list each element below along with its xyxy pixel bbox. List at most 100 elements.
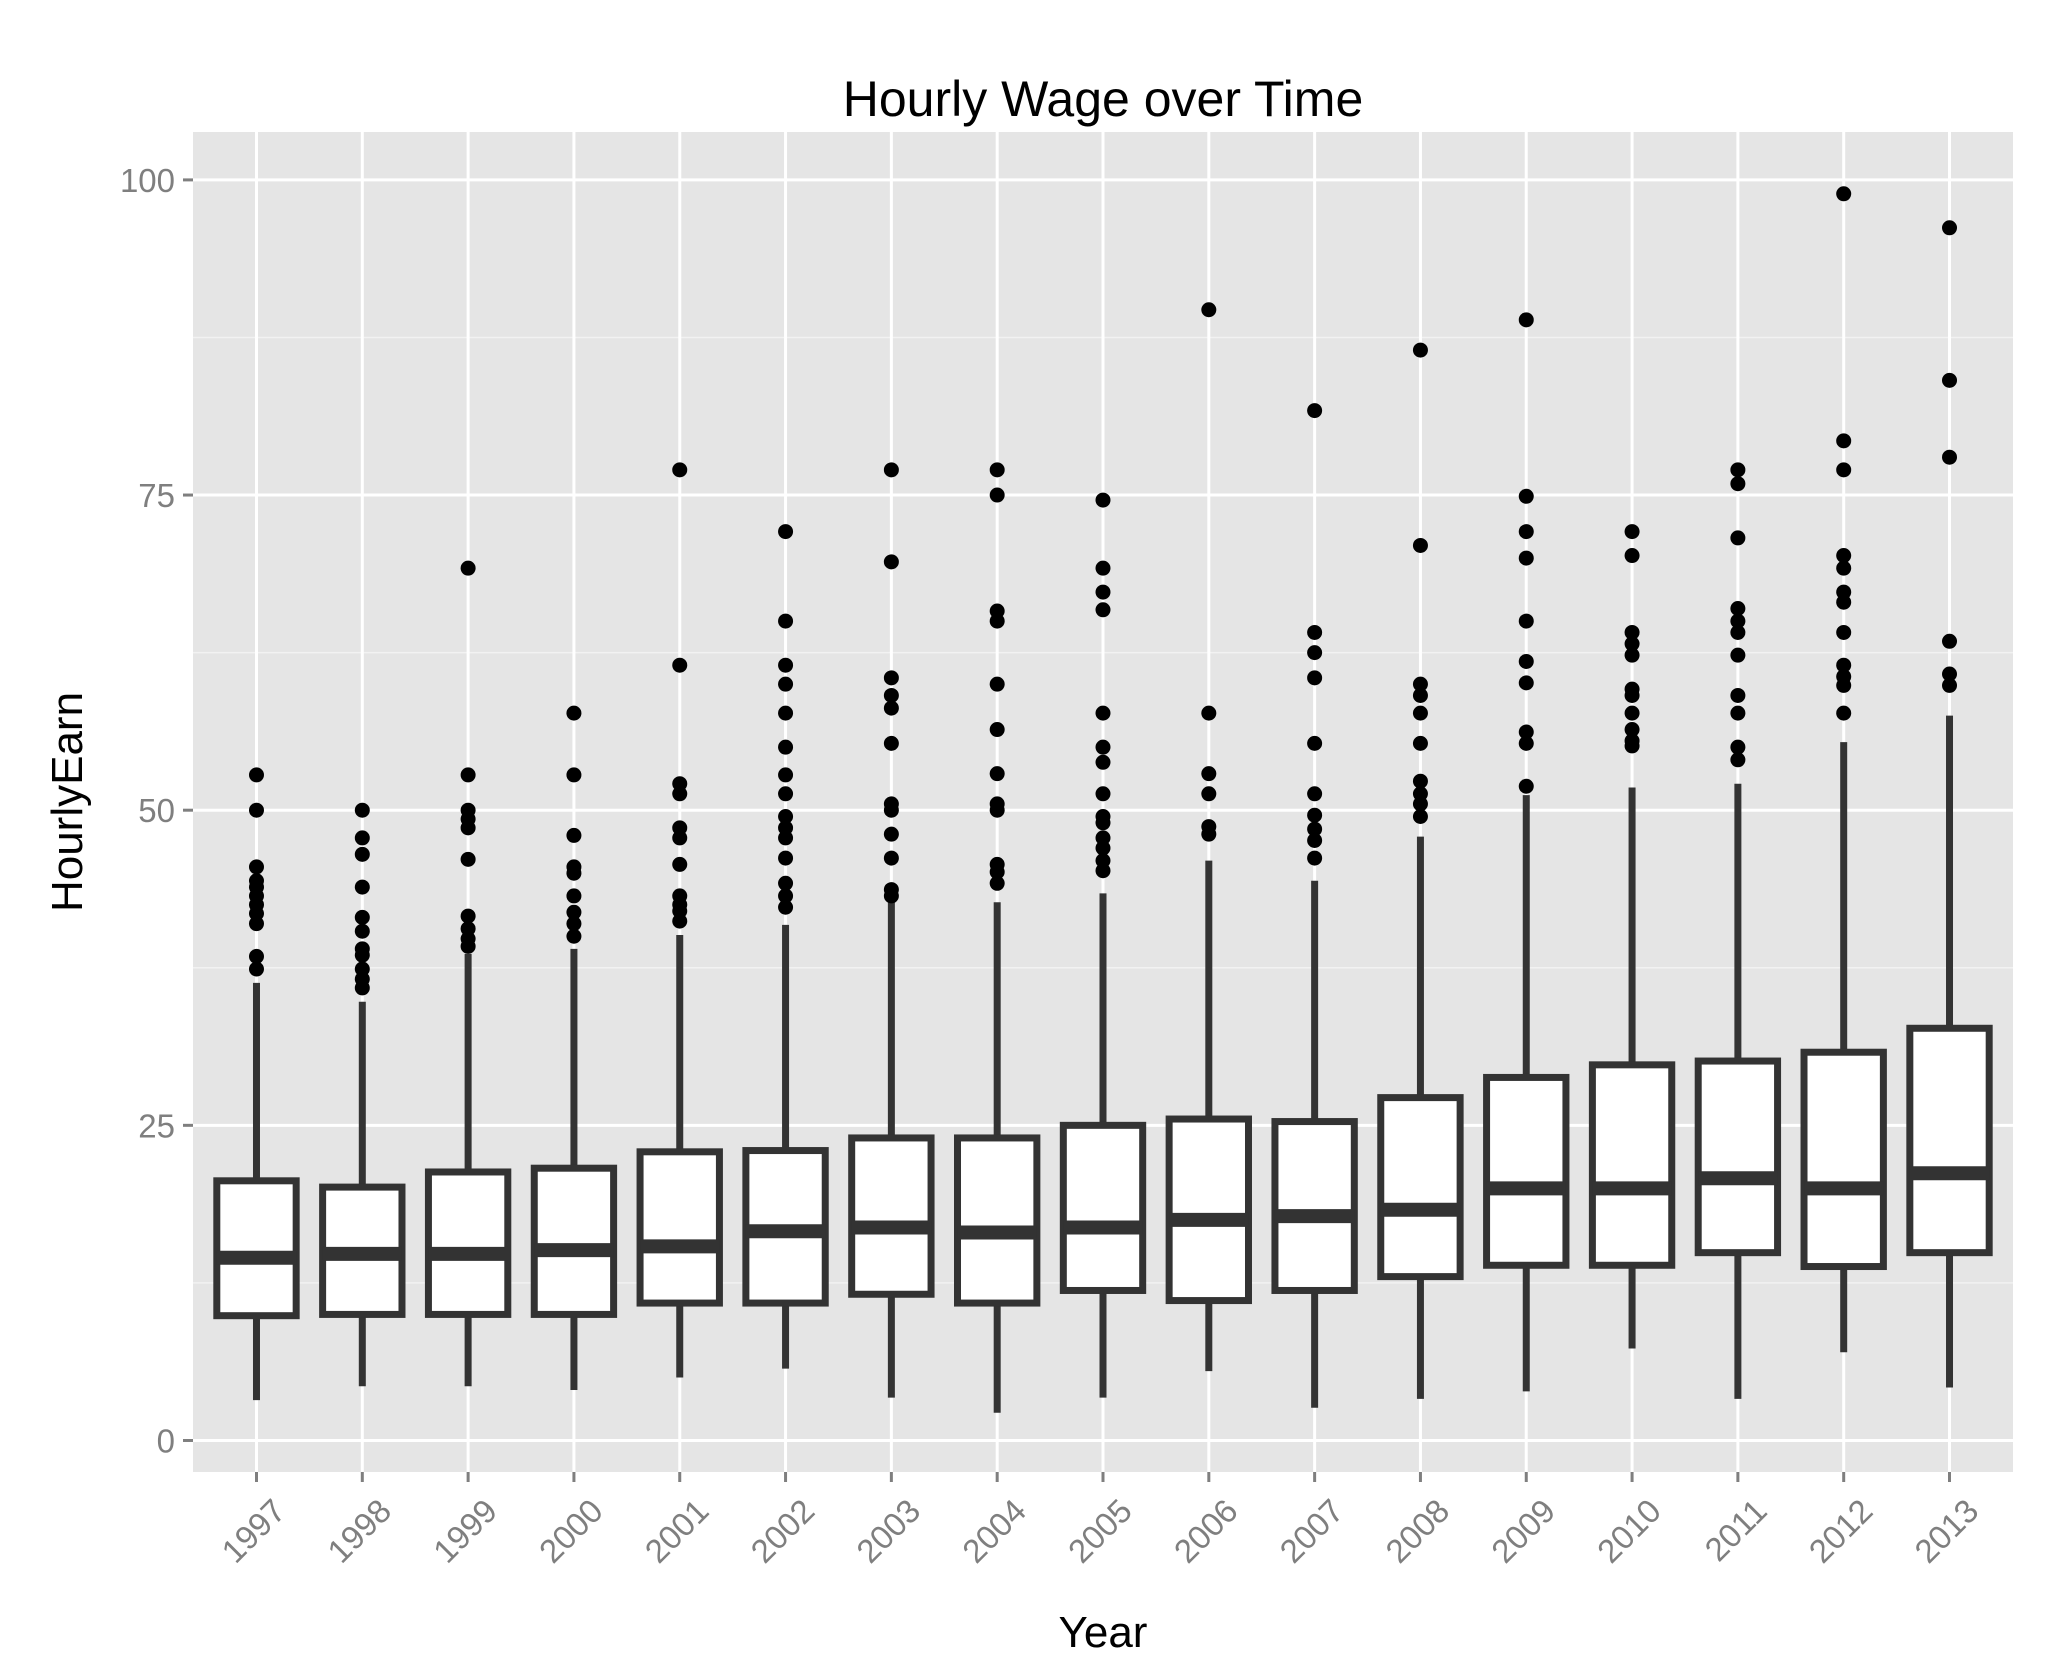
outlier-point [1624, 722, 1640, 738]
x-tick-label: 2007 [1272, 1492, 1350, 1570]
outlier-point [1518, 613, 1534, 629]
outlier-point [1095, 786, 1111, 802]
outlier-point [1942, 633, 1958, 649]
outlier-point [778, 676, 794, 692]
box-iqr [1588, 1061, 1676, 1269]
box-2003 [848, 462, 935, 1398]
outlier-point [1730, 462, 1746, 478]
outlier-point [1095, 560, 1111, 576]
x-tick-label: 2004 [955, 1492, 1033, 1570]
outlier-point [566, 827, 582, 843]
outlier-point [883, 735, 899, 751]
outlier-point [566, 767, 582, 783]
outlier-point [989, 676, 1005, 692]
x-tick-label: 2002 [743, 1492, 821, 1570]
outlier-point [883, 826, 899, 842]
outlier-point [778, 524, 794, 540]
outlier-point [883, 687, 899, 703]
outlier-point [566, 916, 582, 932]
outlier-point [1518, 312, 1534, 328]
outlier-point [989, 856, 1005, 872]
outlier-point [1095, 492, 1111, 508]
box-iqr [530, 1164, 618, 1318]
outlier-point [1518, 488, 1534, 504]
outlier-point [1307, 670, 1323, 686]
outlier-point [1624, 524, 1640, 540]
box-1999 [424, 560, 512, 1387]
outlier-point [1836, 584, 1852, 600]
box-2011 [1694, 462, 1782, 1399]
outlier-point [883, 700, 899, 716]
x-tick-label: 1999 [426, 1492, 504, 1570]
outlier-point [778, 888, 794, 904]
outlier-point [1836, 548, 1852, 564]
outlier-point [1836, 186, 1852, 202]
outlier-point [566, 888, 582, 904]
outlier-point [1730, 687, 1746, 703]
outlier-point [1095, 808, 1111, 824]
box-iqr [1694, 1057, 1782, 1257]
outlier-point [1518, 778, 1534, 794]
outlier-point [778, 820, 794, 836]
y-tick-label: 100 [120, 162, 175, 199]
outlier-point [1836, 462, 1852, 478]
outlier-point [1307, 624, 1323, 640]
outlier-point [1836, 624, 1852, 640]
outlier-point [1412, 735, 1428, 751]
outlier-point [1730, 739, 1746, 755]
x-tick-label: 2012 [1802, 1492, 1880, 1570]
x-tick-label: 2006 [1167, 1492, 1245, 1570]
outlier-point [1307, 850, 1323, 866]
chart-title: Hourly Wage over Time [843, 71, 1364, 127]
outlier-point [1730, 752, 1746, 768]
outlier-point [460, 851, 476, 867]
outlier-point [778, 875, 794, 891]
box-2012 [1800, 186, 1887, 1353]
outlier-point [248, 961, 264, 977]
outlier-point [1307, 735, 1323, 751]
box-2005 [1059, 492, 1147, 1398]
outlier-point [460, 767, 476, 783]
box-iqr [424, 1168, 512, 1318]
outlier-point [1412, 786, 1428, 802]
outlier-point [354, 846, 370, 862]
box-iqr [1377, 1094, 1464, 1281]
outlier-point [1942, 677, 1958, 693]
outlier-point [1624, 647, 1640, 663]
outlier-point [1730, 530, 1746, 546]
box-iqr [848, 1134, 935, 1298]
box-iqr [1059, 1121, 1147, 1294]
outlier-point [1836, 669, 1852, 685]
outlier-point [1412, 808, 1428, 824]
outlier-point [460, 908, 476, 924]
outlier-point [883, 850, 899, 866]
outlier-point [1624, 733, 1640, 749]
x-tick-label: 2003 [849, 1492, 927, 1570]
x-axis: 1997 1998 1999 2000 2001 2002 2003 2004 2005 2006… [214, 1472, 1985, 1570]
box-1998 [319, 802, 406, 1387]
outlier-point [1518, 550, 1534, 566]
outlier-point [1730, 647, 1746, 663]
box-2000 [530, 705, 618, 1391]
box-series [213, 186, 1993, 1413]
box-2004 [954, 462, 1041, 1413]
outlier-point [1307, 403, 1323, 419]
outlier-point [778, 657, 794, 673]
x-axis-title: Year [1059, 1608, 1148, 1657]
x-tick-label: 2008 [1378, 1492, 1456, 1570]
outlier-point [1307, 807, 1323, 823]
y-tick-label: 75 [138, 477, 175, 514]
outlier-point [354, 830, 370, 846]
outlier-point [1942, 666, 1958, 682]
outlier-point [1412, 537, 1428, 553]
box-2013 [1906, 220, 1993, 1388]
outlier-point [248, 948, 264, 964]
outlier-point [778, 613, 794, 629]
x-tick-label: 2000 [532, 1492, 610, 1570]
outlier-point [883, 796, 899, 812]
outlier-point [1836, 560, 1852, 576]
outlier-point [1095, 584, 1111, 600]
outlier-point [1307, 821, 1323, 837]
box-iqr [1906, 1024, 1993, 1257]
x-tick-label: 2009 [1484, 1492, 1562, 1570]
